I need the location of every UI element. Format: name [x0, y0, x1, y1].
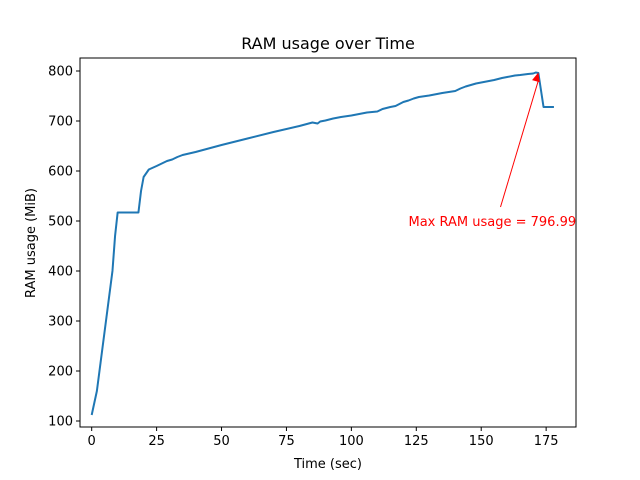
y-axis-label: RAM usage (MiB): [24, 188, 39, 298]
x-tick-label-50: 50: [213, 434, 230, 449]
chart-title: RAM usage over Time: [241, 34, 415, 53]
annotation-text: Max RAM usage = 796.99: [409, 215, 577, 230]
y-tick-label-800: 800: [48, 65, 73, 80]
axes-frame: [79, 57, 577, 428]
y-tick-label-300: 300: [48, 315, 73, 330]
x-tick-label-150: 150: [469, 434, 494, 449]
series-line: [90, 71, 554, 416]
x-tick-label-100: 100: [339, 434, 364, 449]
y-tick-label-500: 500: [48, 215, 73, 230]
plot-area: 0 25 50 75 100 125 150 175 100 200 300 400 500 600 700…: [48, 57, 577, 449]
x-tick-label-0: 0: [88, 434, 96, 449]
x-tick-label-125: 125: [404, 434, 429, 449]
x-tick-label-75: 75: [278, 434, 295, 449]
x-axis-label: Time (sec): [293, 457, 362, 472]
y-tick-label-100: 100: [48, 415, 73, 430]
annotation-arrow-line: [500, 80, 539, 208]
y-tick-label-400: 400: [48, 265, 73, 280]
y-tick-label-700: 700: [48, 115, 73, 130]
y-tick-label-200: 200: [48, 365, 73, 380]
annotation-arrow-head: [532, 72, 540, 83]
y-tick-label-600: 600: [48, 165, 73, 180]
x-tick-label-175: 175: [534, 434, 559, 449]
x-tick-label-25: 25: [148, 434, 165, 449]
